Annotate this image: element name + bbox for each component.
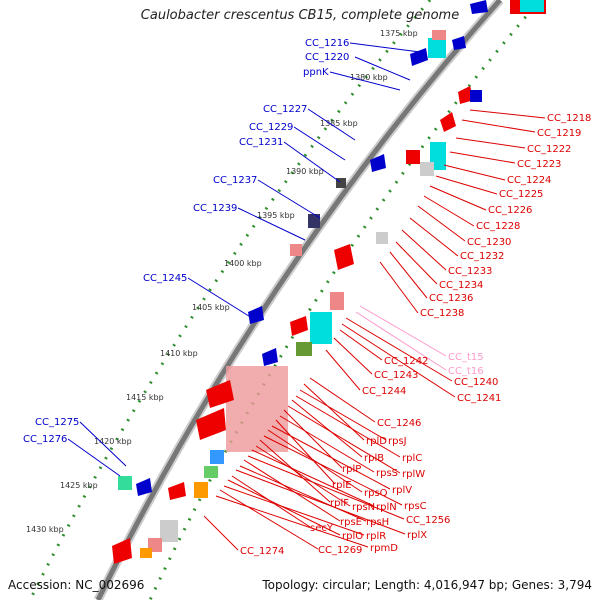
label-CC_1216: CC_1216	[305, 38, 349, 49]
genome-stats-label: Topology: circular; Length: 4,016,947 bp…	[262, 578, 592, 592]
label-CC_1256: CC_1256	[406, 515, 450, 526]
label-CC_1226: CC_1226	[488, 205, 532, 216]
label-CC_1222: CC_1222	[527, 144, 571, 155]
label-CC_1234: CC_1234	[439, 280, 483, 291]
label-CC_1231: CC_1231	[239, 137, 283, 148]
genome-backbone	[95, 0, 502, 600]
tick-label-2: 1385 kbp	[320, 119, 358, 128]
label-rpsJ: rpsJ	[388, 436, 407, 447]
label-CC_1223: CC_1223	[517, 159, 561, 170]
left-labels: CC_1216 CC_1220 ppnK CC_1227 CC_1229 CC_…	[23, 38, 421, 477]
label-rplP: rplP	[342, 464, 361, 475]
label-CC_1246: CC_1246	[377, 418, 421, 429]
label-rpmD: rpmD	[370, 543, 398, 554]
tick-label-0: 1375 kbp	[380, 29, 418, 38]
tick-label-8: 1415 kbp	[126, 393, 164, 402]
label-CC_1237: CC_1237	[213, 175, 257, 186]
label-CC_1245: CC_1245	[143, 273, 187, 284]
tick-label-5: 1400 kbp	[224, 259, 262, 268]
label-rpsE: rpsE	[340, 517, 362, 528]
label-CC_1230: CC_1230	[467, 237, 511, 248]
label-rplF: rplF	[330, 498, 349, 509]
tick-label-7: 1410 kbp	[160, 349, 198, 358]
label-rplX: rplX	[407, 530, 427, 541]
label-CC_1276: CC_1276	[23, 434, 67, 445]
label-CC_1269: CC_1269	[318, 545, 362, 556]
label-rplO: rplO	[342, 531, 363, 542]
label-rpsN: rpsN	[352, 502, 375, 513]
label-secY: secY	[310, 523, 334, 534]
label-rplR: rplR	[366, 531, 386, 542]
label-CC_t15: CC_t15	[448, 352, 484, 363]
label-CC_1244: CC_1244	[362, 386, 406, 397]
tick-label-11: 1430 kbp	[26, 525, 64, 534]
label-rpsC: rpsC	[404, 501, 427, 512]
forward-strand-track	[148, 0, 542, 600]
label-rplE: rplE	[332, 480, 352, 491]
label-CC_1233: CC_1233	[448, 266, 492, 277]
label-CC_1218: CC_1218	[547, 113, 591, 124]
label-CC_1225: CC_1225	[499, 189, 543, 200]
label-CC_1275: CC_1275	[35, 417, 79, 428]
genome-title: Caulobacter crescentus CB15, complete ge…	[140, 8, 460, 23]
label-CC_1238: CC_1238	[420, 308, 464, 319]
label-CC_1239: CC_1239	[193, 203, 237, 214]
label-rplW: rplW	[402, 469, 425, 480]
tick-label-3: 1390 kbp	[286, 167, 324, 176]
label-rplD: rplD	[366, 436, 387, 447]
label-CC_t16: CC_t16	[448, 366, 484, 377]
label-CC_1243: CC_1243	[374, 370, 418, 381]
label-rplC: rplC	[402, 453, 422, 464]
label-CC_1274: CC_1274	[240, 546, 284, 557]
label-CC_1236: CC_1236	[429, 293, 473, 304]
ruler-track	[28, 0, 432, 600]
label-CC_1228: CC_1228	[476, 221, 520, 232]
tick-label-6: 1405 kbp	[192, 303, 230, 312]
label-rplV: rplV	[392, 485, 412, 496]
label-rpsH: rpsH	[366, 517, 389, 528]
label-CC_1241: CC_1241	[457, 393, 501, 404]
label-CC_1227: CC_1227	[263, 104, 307, 115]
tick-label-4: 1395 kbp	[257, 211, 295, 220]
label-CC_1242: CC_1242	[384, 356, 428, 367]
label-rplN: rplN	[376, 502, 397, 513]
label-rpsS: rpsS	[376, 468, 398, 479]
label-rplB: rplB	[364, 453, 384, 464]
forward-genes	[112, 0, 546, 564]
label-rpsQ: rpsQ	[364, 488, 388, 499]
reverse-genes	[118, 0, 488, 496]
label-CC_1220: CC_1220	[305, 52, 349, 63]
accession-label: Accession: NC_002696	[8, 578, 145, 592]
label-CC_1232: CC_1232	[460, 251, 504, 262]
label-CC_1219: CC_1219	[537, 128, 581, 139]
right-labels: CC_1218 CC_1219 CC_1222 CC_1223 CC_1224 …	[203, 109, 591, 557]
tick-label-9: 1420 kbp	[94, 437, 132, 446]
tick-label-1: 1380 kbp	[350, 73, 388, 82]
label-CC_1229: CC_1229	[249, 122, 293, 133]
label-ppnK: ppnK	[303, 67, 329, 78]
label-CC_1240: CC_1240	[454, 377, 498, 388]
label-CC_1224: CC_1224	[507, 175, 551, 186]
tick-label-10: 1425 kbp	[60, 481, 98, 490]
